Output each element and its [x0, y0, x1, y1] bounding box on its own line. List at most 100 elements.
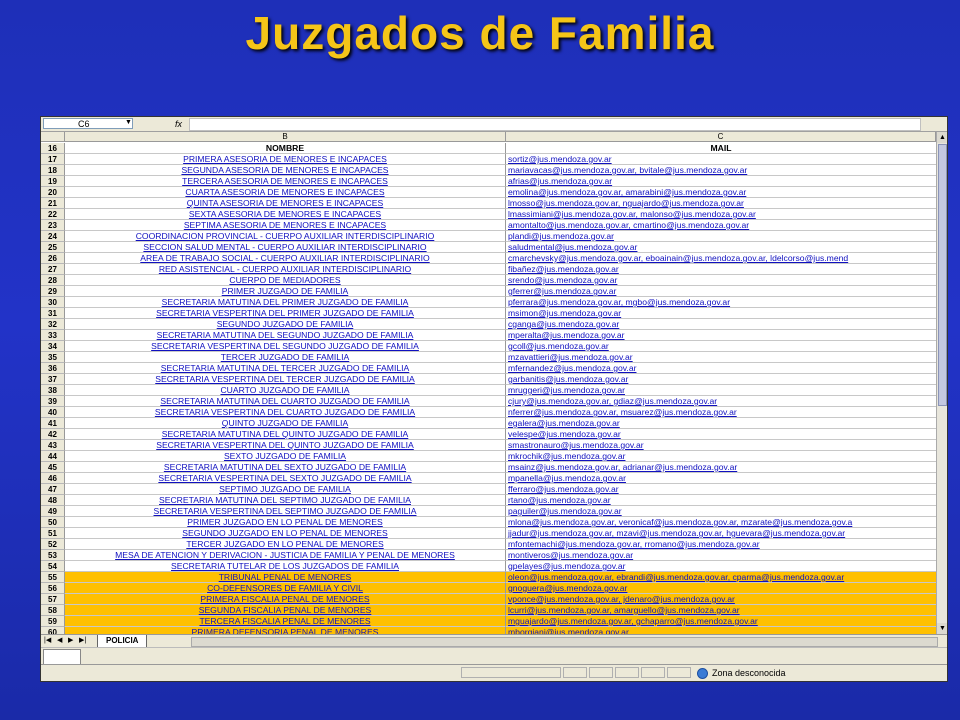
- nombre-cell[interactable]: SEPTIMO JUZGADO DE FAMILIA: [65, 484, 506, 495]
- mail-cell[interactable]: velespe@jus.mendoza.gov.ar: [506, 429, 936, 440]
- mail-cell[interactable]: oleon@jus.mendoza.gov.ar, ebrandi@jus.me…: [506, 572, 936, 583]
- mail-cell[interactable]: msainz@jus.mendoza.gov.ar, adrianar@jus.…: [506, 462, 936, 473]
- nombre-cell[interactable]: TERCER JUZGADO EN LO PENAL DE MENORES: [65, 539, 506, 550]
- mail-cell[interactable]: mlona@jus.mendoza.gov.ar, veronicaf@jus.…: [506, 517, 936, 528]
- nombre-cell[interactable]: SEGUNDO JUZGADO DE FAMILIA: [65, 319, 506, 330]
- row-number[interactable]: 40: [41, 407, 65, 418]
- row-number[interactable]: 45: [41, 462, 65, 473]
- nombre-cell[interactable]: PRIMERA FISCALIA PENAL DE MENORES: [65, 594, 506, 605]
- nombre-cell[interactable]: SECRETARIA TUTELAR DE LOS JUZGADOS DE FA…: [65, 561, 506, 572]
- name-box[interactable]: C6: [43, 118, 133, 129]
- row-number[interactable]: 32: [41, 319, 65, 330]
- row-number[interactable]: 23: [41, 220, 65, 231]
- row-number[interactable]: 46: [41, 473, 65, 484]
- nombre-cell[interactable]: SECRETARIA MATUTINA DEL SEPTIMO JUZGADO …: [65, 495, 506, 506]
- mail-cell[interactable]: srendo@jus.mendoza.gov.ar: [506, 275, 936, 286]
- nombre-cell[interactable]: TERCER JUZGADO DE FAMILIA: [65, 352, 506, 363]
- row-number[interactable]: 27: [41, 264, 65, 275]
- nombre-cell[interactable]: SEXTA ASESORIA DE MENORES E INCAPACES: [65, 209, 506, 220]
- nombre-cell[interactable]: CUARTO JUZGADO DE FAMILIA: [65, 385, 506, 396]
- row-number[interactable]: 18: [41, 165, 65, 176]
- nombre-cell[interactable]: SECRETARIA VESPERTINA DEL CUARTO JUZGADO…: [65, 407, 506, 418]
- row-number[interactable]: 48: [41, 495, 65, 506]
- nombre-cell[interactable]: PRIMER JUZGADO EN LO PENAL DE MENORES: [65, 517, 506, 528]
- nombre-cell[interactable]: SECRETARIA MATUTINA DEL PRIMER JUZGADO D…: [65, 297, 506, 308]
- select-all-corner[interactable]: [41, 132, 65, 142]
- mail-cell[interactable]: mguajardo@jus.mendoza.gov.ar, gchaparro@…: [506, 616, 936, 627]
- nombre-cell[interactable]: SEGUNDA FISCALIA PENAL DE MENORES: [65, 605, 506, 616]
- nombre-cell[interactable]: SEGUNDA ASESORIA DE MENORES E INCAPACES: [65, 165, 506, 176]
- nombre-cell[interactable]: TERCERA FISCALIA PENAL DE MENORES: [65, 616, 506, 627]
- nombre-cell[interactable]: SECRETARIA VESPERTINA DEL QUINTO JUZGADO…: [65, 440, 506, 451]
- row-number[interactable]: 38: [41, 385, 65, 396]
- mail-cell[interactable]: emolina@jus.mendoza.gov.ar, amarabini@ju…: [506, 187, 936, 198]
- row-number[interactable]: 41: [41, 418, 65, 429]
- row-number[interactable]: 35: [41, 352, 65, 363]
- mail-cell[interactable]: pferrara@jus.mendoza.gov.ar, mgbo@jus.me…: [506, 297, 936, 308]
- nombre-cell[interactable]: SECRETARIA VESPERTINA DEL SEXTO JUZGADO …: [65, 473, 506, 484]
- mail-cell[interactable]: gnoguera@jus.mendoza.gov.ar: [506, 583, 936, 594]
- mail-cell[interactable]: plandi@jus.mendoza.gov.ar: [506, 231, 936, 242]
- mail-cell[interactable]: jjadur@jus.mendoza.gov.ar, mzavi@jus.men…: [506, 528, 936, 539]
- row-number[interactable]: 49: [41, 506, 65, 517]
- row-number[interactable]: 44: [41, 451, 65, 462]
- row-number[interactable]: 50: [41, 517, 65, 528]
- row-number[interactable]: 24: [41, 231, 65, 242]
- nombre-cell[interactable]: QUINTO JUZGADO DE FAMILIA: [65, 418, 506, 429]
- row-number[interactable]: 29: [41, 286, 65, 297]
- nombre-cell[interactable]: SEXTO JUZGADO DE FAMILIA: [65, 451, 506, 462]
- function-icon[interactable]: fx: [175, 119, 183, 129]
- column-header-c[interactable]: C: [506, 132, 936, 142]
- mail-cell[interactable]: lcurri@jus.mendoza.gov.ar, amarguello@ju…: [506, 605, 936, 616]
- row-number[interactable]: 19: [41, 176, 65, 187]
- mail-cell[interactable]: smastronauro@jus.mendoza.gov.ar: [506, 440, 936, 451]
- mail-cell[interactable]: mzavattieri@jus.mendoza.gov.ar: [506, 352, 936, 363]
- row-number[interactable]: 33: [41, 330, 65, 341]
- mail-cell[interactable]: fibañez@jus.mendoza.gov.ar: [506, 264, 936, 275]
- mail-cell[interactable]: rtano@jus.mendoza.gov.ar: [506, 495, 936, 506]
- nombre-cell[interactable]: SECRETARIA MATUTINA DEL QUINTO JUZGADO D…: [65, 429, 506, 440]
- nombre-cell[interactable]: RED ASISTENCIAL - CUERPO AUXILIAR INTERD…: [65, 264, 506, 275]
- nombre-cell[interactable]: SECRETARIA MATUTINA DEL SEXTO JUZGADO DE…: [65, 462, 506, 473]
- next-sheet-icon[interactable]: ▶: [68, 637, 74, 644]
- row-number[interactable]: 17: [41, 154, 65, 165]
- chevron-down-icon[interactable]: ▼: [125, 119, 132, 126]
- mail-cell[interactable]: cganga@jus.mendoza.gov.ar: [506, 319, 936, 330]
- mail-cell[interactable]: cjury@jus.mendoza.gov.ar, gdiaz@jus.mend…: [506, 396, 936, 407]
- prev-sheet-icon[interactable]: ◀: [57, 637, 63, 644]
- nombre-cell[interactable]: SECRETARIA VESPERTINA DEL PRIMER JUZGADO…: [65, 308, 506, 319]
- mail-cell[interactable]: montiveros@jus.mendoza.gov.ar: [506, 550, 936, 561]
- mail-cell[interactable]: fferraro@jus.mendoza.gov.ar: [506, 484, 936, 495]
- toolbar-dropdown[interactable]: [43, 649, 81, 665]
- mail-cell[interactable]: mpanella@jus.mendoza.gov.ar: [506, 473, 936, 484]
- mail-header-cell[interactable]: MAIL: [506, 143, 936, 154]
- nombre-cell[interactable]: TRIBUNAL PENAL DE MENORES: [65, 572, 506, 583]
- nombre-cell[interactable]: CO-DEFENSORES DE FAMILIA Y CIVIL: [65, 583, 506, 594]
- mail-cell[interactable]: mruggeri@jus.mendoza.gov.ar: [506, 385, 936, 396]
- mail-cell[interactable]: nferrer@jus.mendoza.gov.ar, msuarez@jus.…: [506, 407, 936, 418]
- row-number[interactable]: 42: [41, 429, 65, 440]
- mail-cell[interactable]: mfernandez@jus.mendoza.gov.ar: [506, 363, 936, 374]
- scroll-down-icon[interactable]: ▼: [937, 623, 947, 634]
- nombre-cell[interactable]: SECCION SALUD MENTAL - CUERPO AUXILIAR I…: [65, 242, 506, 253]
- nombre-cell[interactable]: SECRETARIA VESPERTINA DEL SEGUNDO JUZGAD…: [65, 341, 506, 352]
- row-number[interactable]: 39: [41, 396, 65, 407]
- mail-cell[interactable]: garbanitis@jus.mendoza.gov.ar: [506, 374, 936, 385]
- row-number[interactable]: 25: [41, 242, 65, 253]
- mail-cell[interactable]: sortiz@jus.mendoza.gov.ar: [506, 154, 936, 165]
- mail-cell[interactable]: msimon@jus.mendoza.gov.ar: [506, 308, 936, 319]
- row-number[interactable]: 58: [41, 605, 65, 616]
- row-number[interactable]: 55: [41, 572, 65, 583]
- row-number[interactable]: 37: [41, 374, 65, 385]
- row-number[interactable]: 22: [41, 209, 65, 220]
- row-number[interactable]: 54: [41, 561, 65, 572]
- nombre-cell[interactable]: SECRETARIA VESPERTINA DEL SEPTIMO JUZGAD…: [65, 506, 506, 517]
- row-number[interactable]: 47: [41, 484, 65, 495]
- nombre-cell[interactable]: PRIMERA ASESORIA DE MENORES E INCAPACES: [65, 154, 506, 165]
- row-number[interactable]: 26: [41, 253, 65, 264]
- row-number[interactable]: 20: [41, 187, 65, 198]
- nombre-cell[interactable]: QUINTA ASESORIA DE MENORES E INCAPACES: [65, 198, 506, 209]
- scroll-thumb[interactable]: [938, 144, 947, 406]
- mail-cell[interactable]: mperalta@jus.mendoza.gov.ar: [506, 330, 936, 341]
- nombre-header-cell[interactable]: NOMBRE: [65, 143, 506, 154]
